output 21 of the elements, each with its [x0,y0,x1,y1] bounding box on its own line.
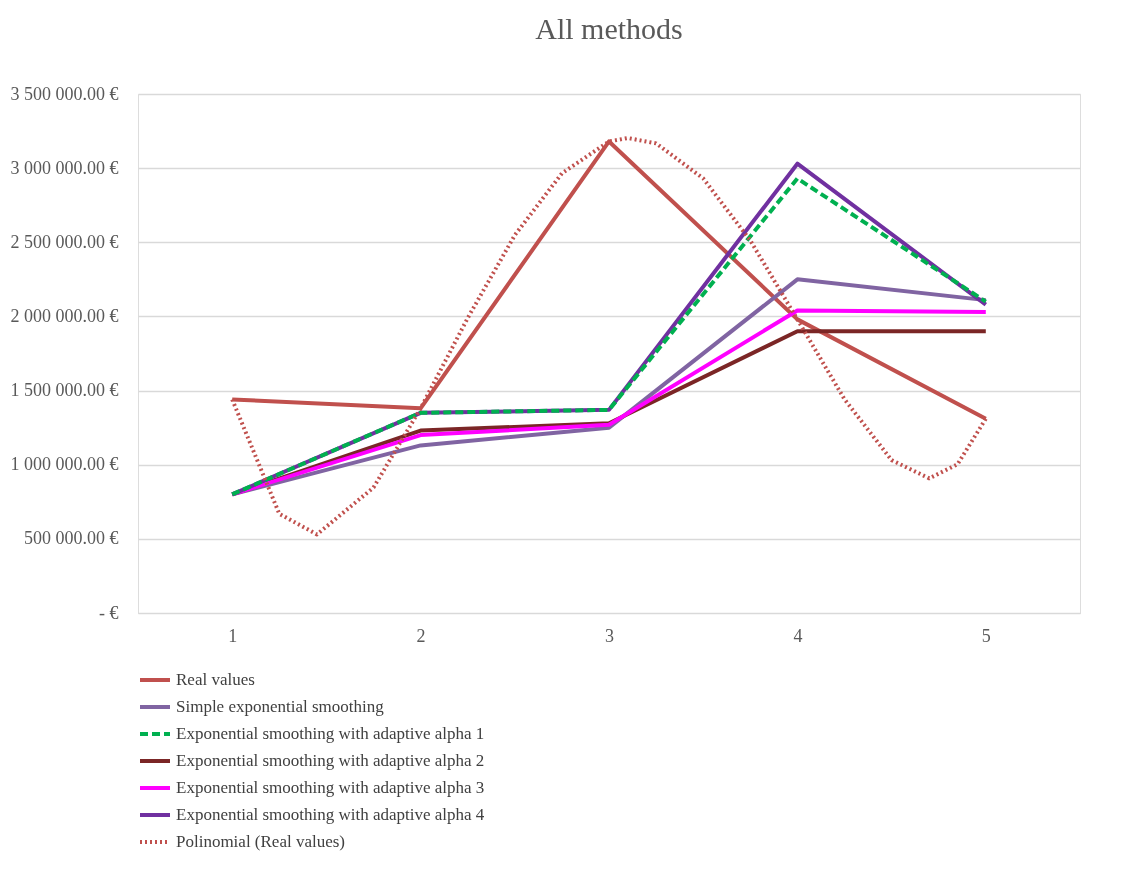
x-tick-label: 2 [416,625,426,646]
legend-label: Exponential smoothing with adaptive alpha 1 [176,724,485,743]
y-tick-label: 3 000 000.00 € [10,157,119,178]
y-tick-label: 1 500 000.00 € [10,380,119,401]
y-tick-label: - € [99,602,119,623]
y-tick-label: 1 000 000.00 € [10,454,119,475]
legend-label: Simple exponential smoothing [176,697,385,716]
y-tick-label: 2 000 000.00 € [10,305,119,326]
legend-label: Exponential smoothing with adaptive alpha 4 [176,805,485,824]
x-tick-label: 1 [228,625,238,646]
legend-label: Exponential smoothing with adaptive alpha 3 [176,778,485,797]
x-tick-label: 4 [793,625,803,646]
legend-label: Polinomial (Real values) [176,832,346,851]
y-tick-label: 2 500 000.00 € [10,231,119,252]
x-tick-label: 5 [981,625,991,646]
y-tick-label: 500 000.00 € [24,528,119,549]
x-tick-label: 3 [605,625,614,646]
chart-title: All methods [535,12,683,45]
y-tick-label: 3 500 000.00 € [10,83,119,104]
legend-label: Real values [176,670,255,689]
legend-label: Exponential smoothing with adaptive alpha 2 [176,751,485,770]
